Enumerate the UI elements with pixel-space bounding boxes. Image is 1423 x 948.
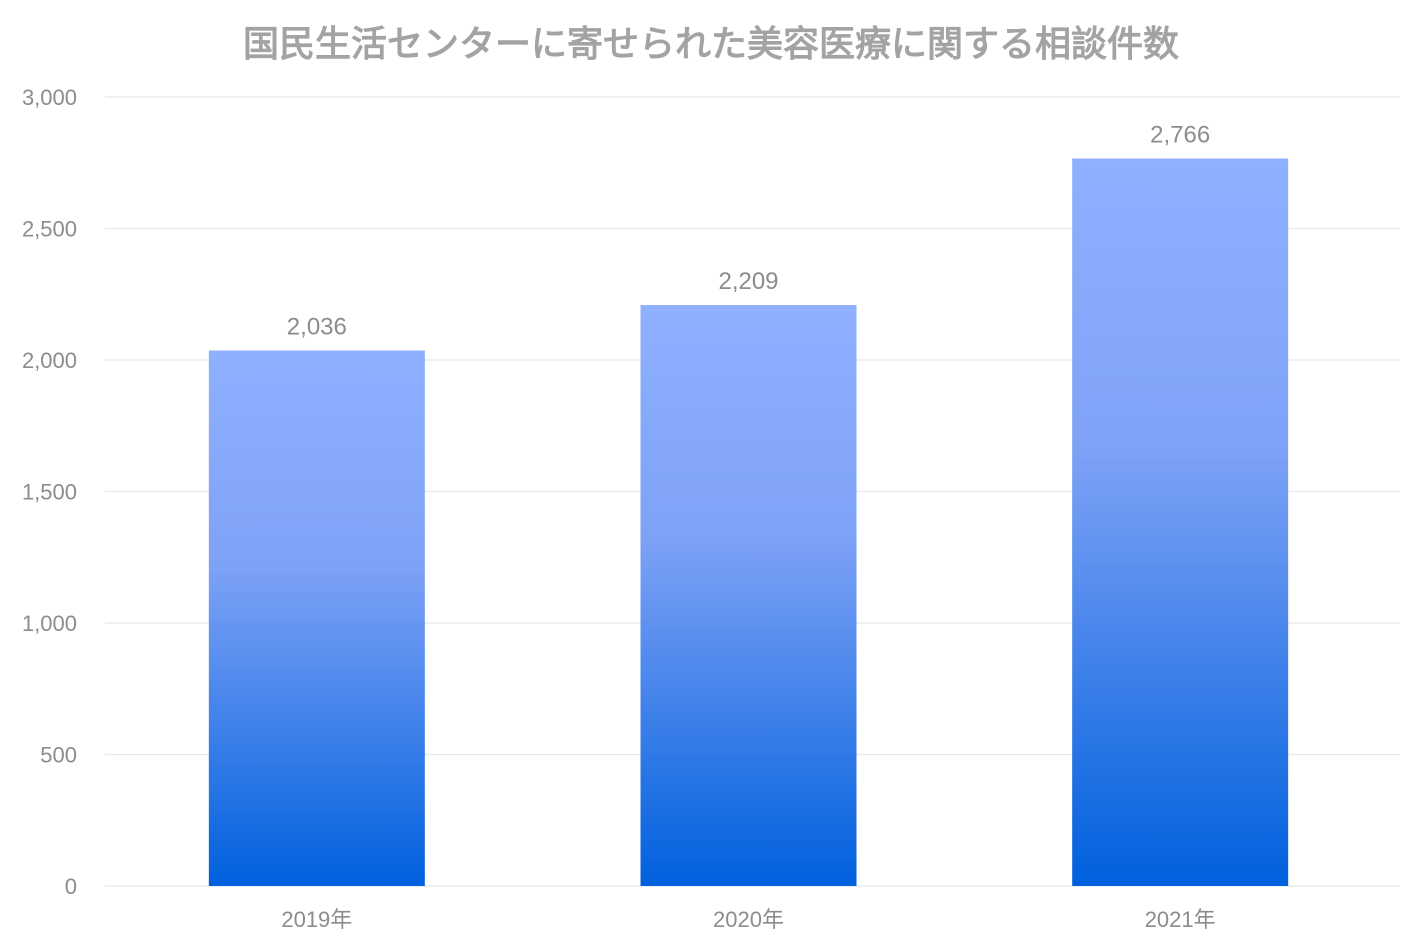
bars: [208, 158, 1289, 887]
y-tick-label: 500: [40, 743, 77, 768]
y-tick-label: 2,500: [22, 217, 77, 242]
x-tick-label: 2020年: [713, 907, 784, 932]
data-label: 2,036: [287, 314, 347, 341]
chart-title: 国民生活センターに寄せられた美容医療に関する相談件数: [243, 24, 1179, 65]
x-tick-label: 2021年: [1145, 907, 1216, 932]
y-tick-label: 1,500: [22, 480, 77, 505]
y-tick-label: 2,000: [22, 348, 77, 373]
y-tick-label: 0: [65, 874, 77, 899]
y-axis: 0 500 1,000 1,500 2,000 2,500 3,000: [22, 85, 77, 899]
bar-2: [640, 305, 857, 887]
data-labels: 2,036 2,209 2,766: [287, 122, 1210, 341]
data-label: 2,766: [1150, 122, 1210, 149]
bar-3: [1072, 158, 1289, 887]
x-tick-label: 2019年: [281, 907, 352, 932]
bar-1: [208, 350, 425, 887]
x-axis: 2019年 2020年 2021年: [281, 907, 1215, 932]
y-tick-label: 3,000: [22, 85, 77, 110]
y-tick-label: 1,000: [22, 611, 77, 636]
data-label: 2,209: [718, 268, 778, 295]
